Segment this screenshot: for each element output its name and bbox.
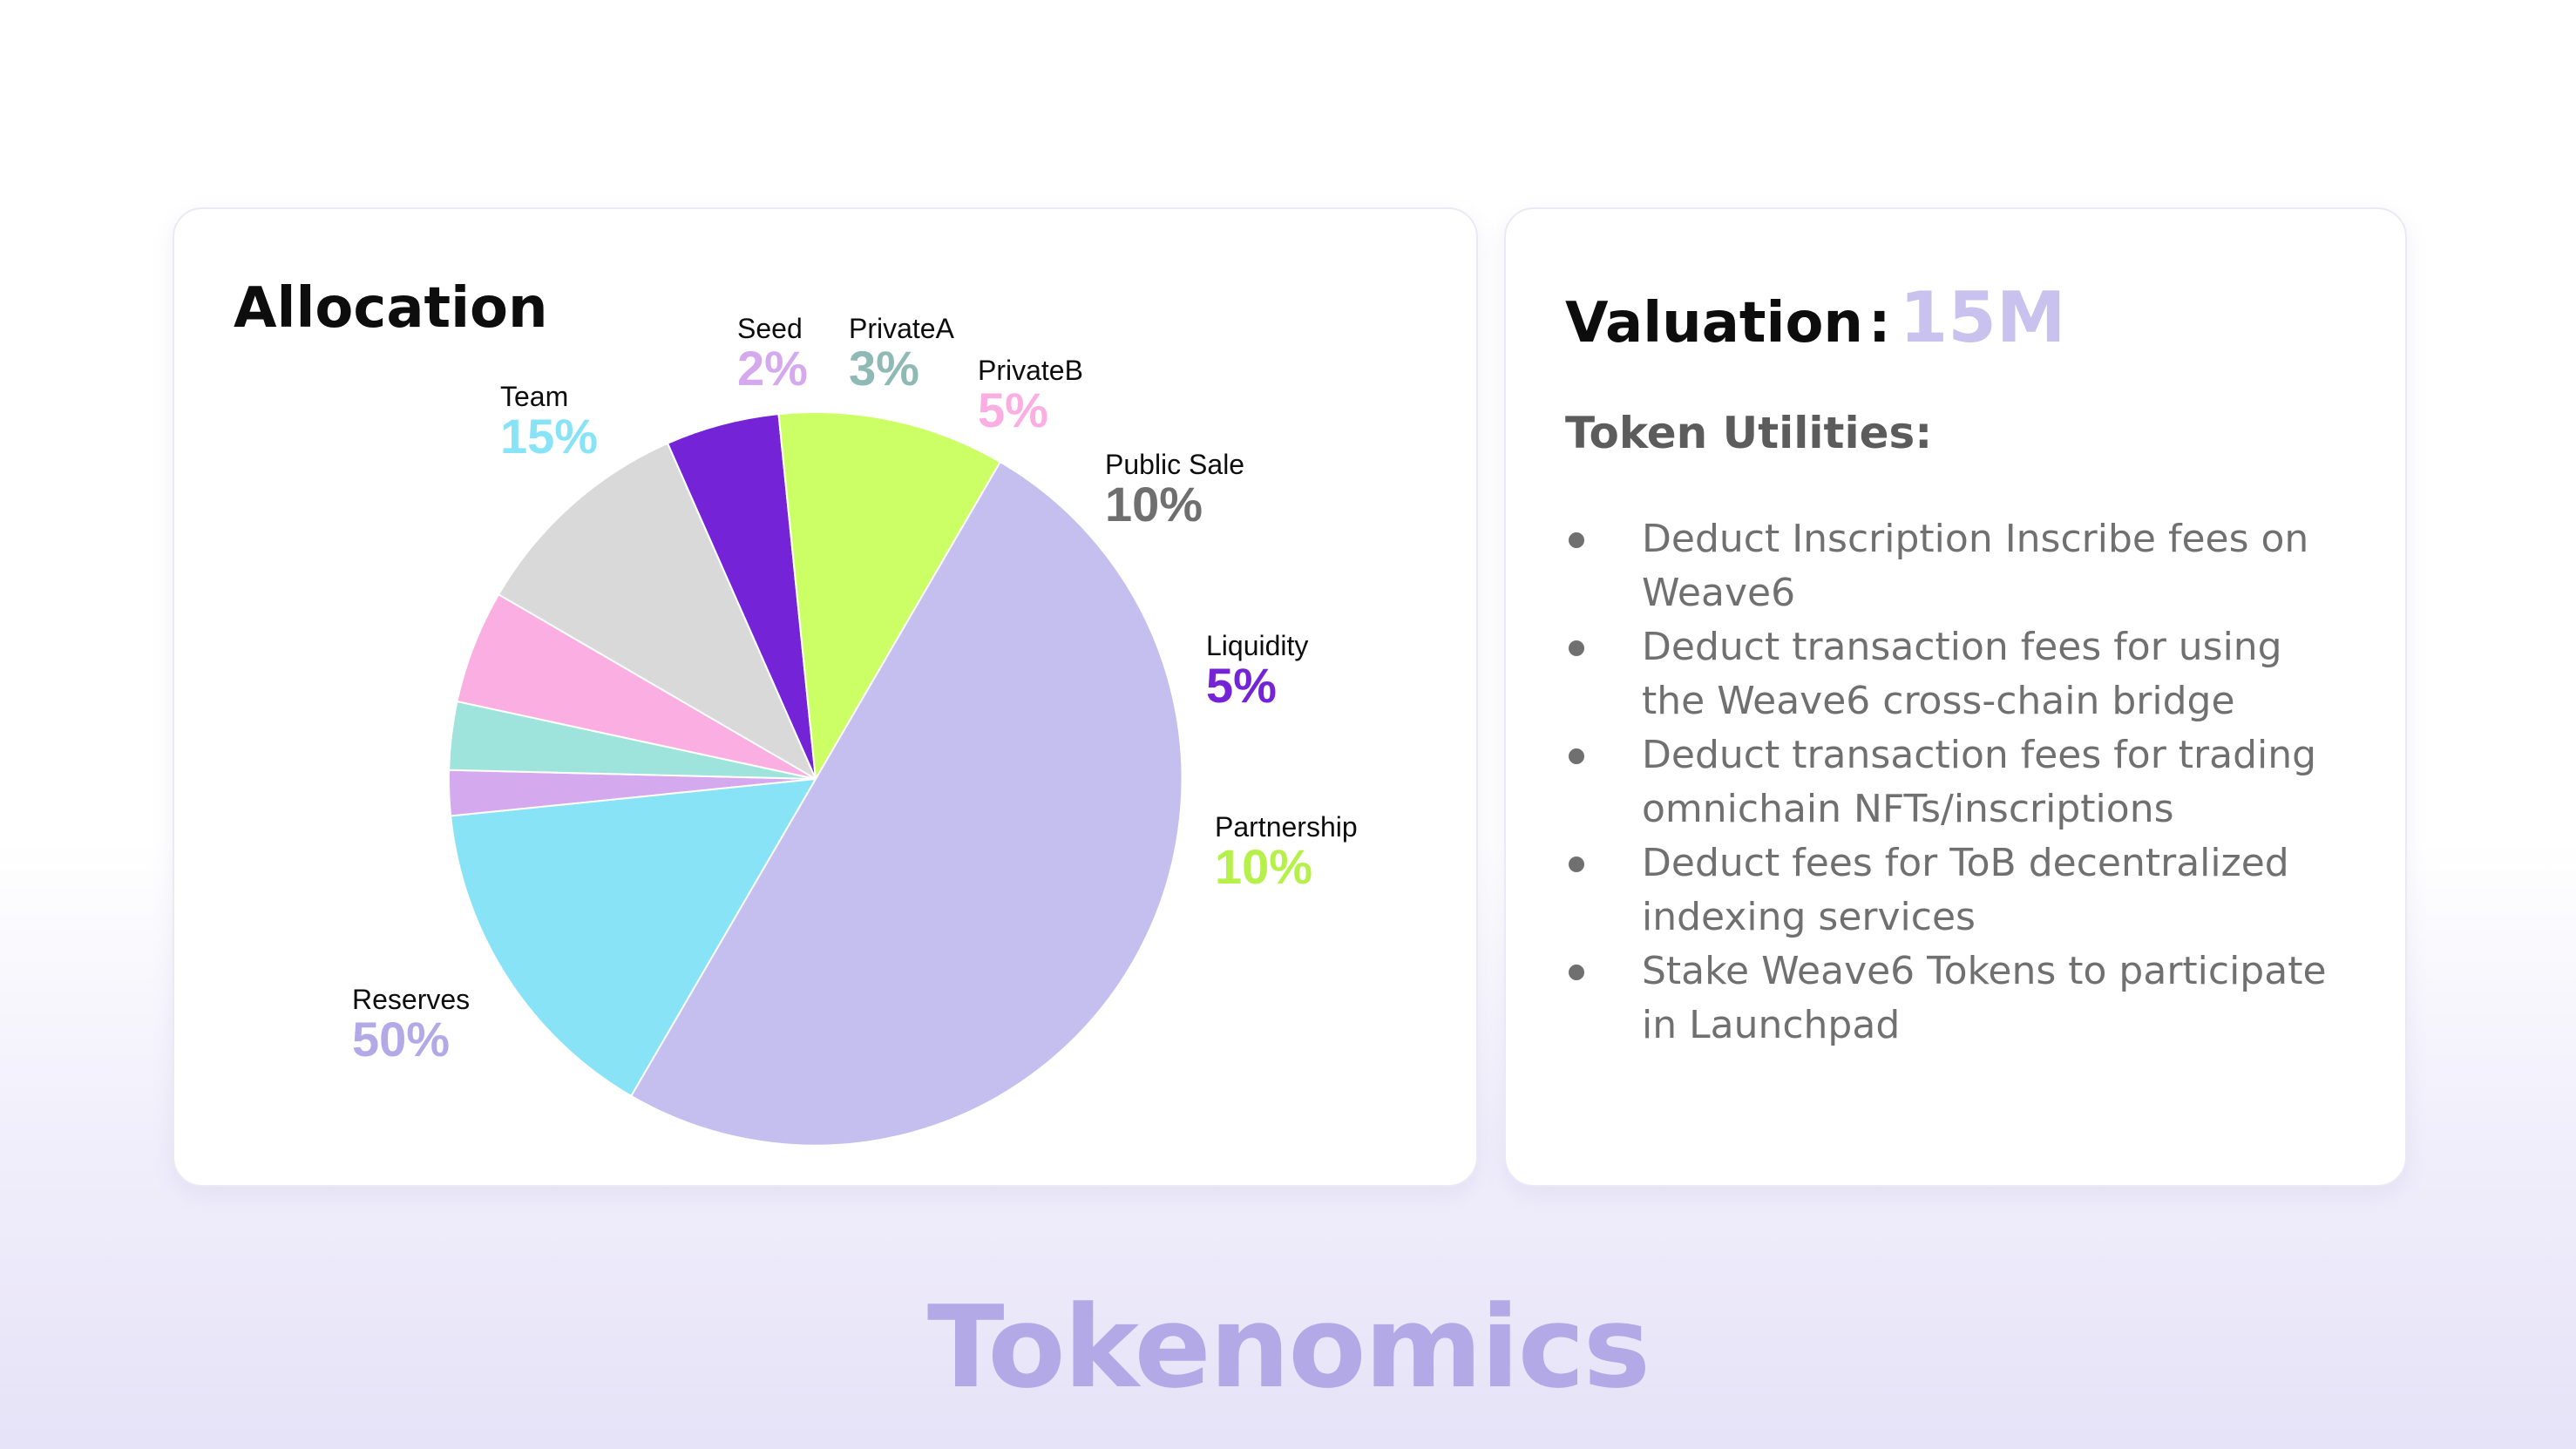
token-utilities-list: Deduct Inscription Inscribe fees on Weav… xyxy=(1565,512,2349,1053)
slice-label-public-sale: Public Sale xyxy=(1105,449,1244,480)
valuation-label: Valuation xyxy=(1565,291,1863,355)
bullet-icon xyxy=(1569,965,1584,980)
token-utilities-heading: Token Utilities: xyxy=(1565,408,1933,458)
pie-slice-public-sale xyxy=(497,442,818,782)
utility-item: Deduct Inscription Inscribe fees on Weav… xyxy=(1565,512,2349,620)
slice-percent-public-sale: 10% xyxy=(1105,477,1203,532)
utility-text: Stake Weave6 Tokens to participate in La… xyxy=(1642,949,2327,1047)
valuation-card: Valuation : 15M Token Utilities: Deduct … xyxy=(1504,207,2407,1187)
slice-percent-partnership: 10% xyxy=(1215,839,1312,894)
utility-text: Deduct transaction fees for using the We… xyxy=(1642,625,2282,723)
slice-percent-reserves: 50% xyxy=(352,1012,450,1066)
slice-label-liquidity: Liquidity xyxy=(1206,630,1308,661)
slice-label-partnership: Partnership xyxy=(1215,811,1358,843)
utility-item: Stake Weave6 Tokens to participate in La… xyxy=(1565,945,2349,1053)
bullet-icon xyxy=(1569,640,1584,656)
valuation-colon: : xyxy=(1868,291,1891,355)
slice-percent-seed: 2% xyxy=(737,341,808,396)
utility-item: Deduct fees for ToB decentralized indexi… xyxy=(1565,836,2349,945)
bullet-icon xyxy=(1569,532,1584,548)
slice-percent-privatea: 3% xyxy=(849,341,919,396)
allocation-title: Allocation xyxy=(234,276,548,341)
pie-slice-reserves xyxy=(629,460,1183,1147)
slice-label-seed: Seed xyxy=(737,313,803,344)
slice-label-reserves: Reserves xyxy=(352,984,470,1015)
valuation-row: Valuation : 15M xyxy=(1565,277,2066,358)
allocation-card: Allocation Seed 2% PrivateA 3% PrivateB 5% Pub… xyxy=(173,207,1478,1187)
slice-label-privateb: PrivateB xyxy=(978,355,1083,386)
utility-item: Deduct transaction fees for trading omni… xyxy=(1565,728,2349,836)
slice-percent-team: 15% xyxy=(500,409,598,464)
pie-slice-partnership xyxy=(777,411,1002,782)
utility-text: Deduct transaction fees for trading omni… xyxy=(1642,733,2317,831)
valuation-value: 15M xyxy=(1899,277,2066,358)
utility-text: Deduct fees for ToB decentralized indexi… xyxy=(1642,841,2289,939)
slice-label-privatea: PrivateA xyxy=(849,313,955,344)
slice-percent-privateb: 5% xyxy=(978,383,1048,437)
pie-slice-team xyxy=(450,777,817,1098)
utility-item: Deduct transaction fees for using the We… xyxy=(1565,620,2349,728)
slice-percent-liquidity: 5% xyxy=(1206,658,1277,713)
tokenomics-title: Tokenomics xyxy=(926,1281,1651,1413)
slice-label-team: Team xyxy=(500,381,568,412)
utility-text: Deduct Inscription Inscribe fees on Weav… xyxy=(1642,517,2309,615)
bullet-icon xyxy=(1569,748,1584,764)
bullet-icon xyxy=(1569,857,1584,872)
